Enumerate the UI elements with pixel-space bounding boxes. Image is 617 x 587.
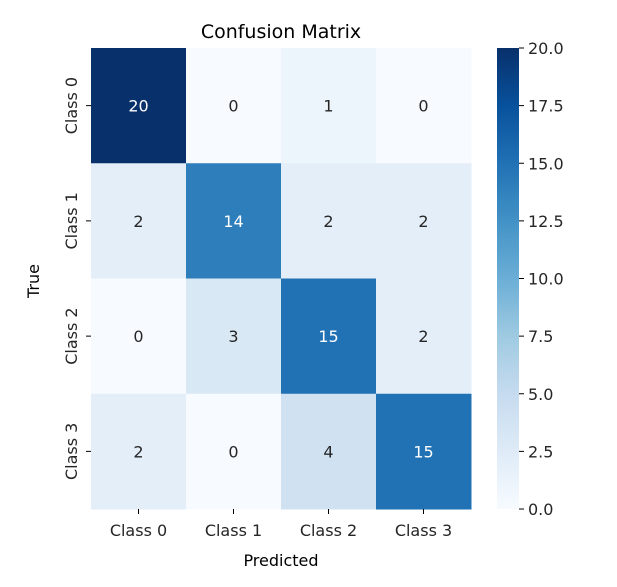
colorbar-tick-label: 2.5 <box>528 442 553 461</box>
y-tick-label: Class 1 <box>62 192 81 249</box>
colorbar-tick-label: 5.0 <box>528 385 553 404</box>
cell-value: 0 <box>133 327 143 346</box>
heatmap-cell <box>376 393 472 510</box>
heatmap-cell <box>91 163 187 279</box>
cell-value: 14 <box>223 212 243 231</box>
x-tick-label: Class 0 <box>110 521 167 540</box>
heatmap-cell <box>186 278 282 395</box>
cell-value: 2 <box>133 442 143 461</box>
heatmap-cell <box>186 48 282 164</box>
colorbar-tick-label: 17.5 <box>528 97 564 116</box>
colorbar-tick-label: 7.5 <box>528 327 553 346</box>
y-tick-label: Class 2 <box>62 307 81 364</box>
cell-value: 2 <box>418 212 428 231</box>
cell-value: 0 <box>228 442 238 461</box>
cell-value: 20 <box>128 97 148 116</box>
cell-value: 1 <box>323 97 333 116</box>
heatmap-cell <box>91 48 187 164</box>
cell-value: 2 <box>323 212 333 231</box>
cell-value: 15 <box>318 327 338 346</box>
heatmap-cell <box>376 48 472 164</box>
y-axis-ticks: Class 0 Class 1 Class 2 Class 3 <box>62 77 91 480</box>
y-tick-label: Class 3 <box>62 423 81 480</box>
heatmap-cell <box>281 278 377 395</box>
x-axis-ticks: Class 0 Class 1 Class 2 Class 3 <box>110 509 452 540</box>
colorbar-tick-label: 20.0 <box>528 39 564 58</box>
cell-value: 4 <box>323 442 333 461</box>
cell-value: 2 <box>418 327 428 346</box>
heatmap-cell <box>186 163 282 279</box>
cell-value: 2 <box>133 212 143 231</box>
cell-annotations: 20 0 1 02 14 2 20 3 15 22 0 4 15 <box>128 97 433 462</box>
heatmap-cell <box>281 48 377 164</box>
colorbar-tick-label: 12.5 <box>528 212 564 231</box>
colorbar-ticks: 0.0 2.5 5.0 7.5 10.0 12.5 15.0 17.5 20.0 <box>519 39 564 519</box>
colorbar-tick-label: 0.0 <box>528 500 553 519</box>
heatmap-cell <box>376 278 472 395</box>
heatmap-cell <box>91 393 187 510</box>
colorbar <box>497 48 519 509</box>
heatmap-cell <box>376 163 472 279</box>
cell-value: 15 <box>413 442 433 461</box>
heatmap-cells <box>91 48 472 510</box>
cell-value: 0 <box>418 97 428 116</box>
heatmap-cell <box>281 393 377 510</box>
x-tick-label: Class 1 <box>205 521 262 540</box>
cell-value: 3 <box>228 327 238 346</box>
heatmap-cell <box>186 393 282 510</box>
heatmap-cell <box>91 278 187 395</box>
heatmap-cell <box>281 163 377 279</box>
x-tick-label: Class 2 <box>300 521 357 540</box>
chart-title: Confusion Matrix <box>201 21 361 43</box>
cell-value: 0 <box>228 97 238 116</box>
y-axis-label: True <box>24 264 43 299</box>
colorbar-tick-label: 15.0 <box>528 154 564 173</box>
colorbar-tick-label: 10.0 <box>528 270 564 289</box>
x-axis-label: Predicted <box>243 551 318 570</box>
x-tick-label: Class 3 <box>395 521 452 540</box>
y-tick-label: Class 0 <box>62 77 81 134</box>
